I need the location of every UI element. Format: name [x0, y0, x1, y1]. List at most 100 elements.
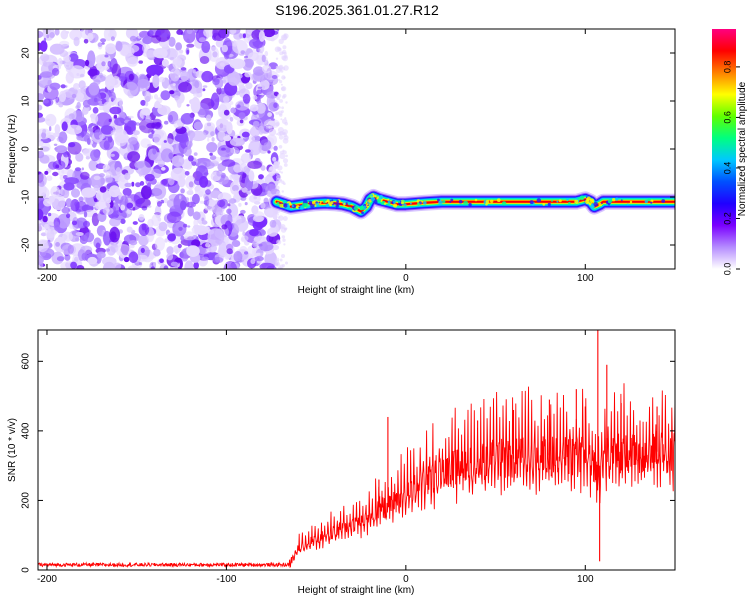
noise-blob	[268, 125, 273, 129]
signal-speckle	[438, 200, 443, 205]
noise-blob	[38, 104, 43, 111]
noise-blob	[248, 170, 255, 182]
noise-blob	[163, 265, 169, 269]
noise-blob	[280, 171, 283, 174]
noise-blob	[201, 70, 214, 83]
noise-blob	[282, 238, 286, 242]
noise-blob	[278, 145, 283, 149]
noise-blob	[168, 176, 175, 186]
noise-blob	[245, 149, 251, 153]
signal-speckle	[566, 198, 569, 201]
noise-blob	[42, 98, 54, 107]
noise-blob	[274, 164, 280, 169]
colorbar-tick-label: 0.8	[722, 61, 732, 74]
noise-blob	[91, 212, 100, 227]
noise-blob	[278, 64, 284, 70]
noise-blob	[58, 90, 67, 103]
noise-blob	[223, 135, 232, 142]
noise-blob	[44, 170, 49, 175]
noise-blob	[75, 152, 84, 162]
noise-blob	[204, 121, 215, 132]
noise-blob	[183, 29, 196, 44]
noise-blob	[244, 71, 252, 78]
noise-blob	[268, 120, 275, 126]
noise-blob	[88, 159, 98, 171]
noise-blob	[267, 112, 272, 117]
noise-blob	[139, 119, 155, 134]
noise-blob	[147, 218, 154, 228]
noise-blob	[196, 87, 203, 94]
noise-blob	[233, 251, 243, 263]
noise-blob	[179, 195, 182, 200]
noise-blob	[87, 127, 94, 133]
noise-blob	[207, 228, 225, 246]
noise-blob	[156, 201, 162, 207]
noise-blob	[223, 109, 230, 116]
noise-blob	[190, 96, 201, 114]
noise-blob	[42, 29, 55, 41]
noise-blob	[251, 240, 258, 248]
noise-blob	[233, 32, 243, 40]
noise-blob	[245, 82, 253, 90]
noise-blob	[186, 104, 190, 107]
noise-blob	[38, 93, 45, 101]
noise-blob	[160, 90, 171, 101]
noise-blob	[101, 42, 105, 45]
noise-blob	[246, 190, 251, 195]
noise-blob	[281, 51, 285, 55]
noise-blob	[38, 113, 41, 118]
noise-blob	[108, 185, 121, 198]
noise-blob	[227, 203, 231, 207]
noise-blob	[205, 242, 211, 248]
signal-speckle	[551, 199, 553, 202]
signal-speckle	[650, 201, 653, 204]
noise-blob	[83, 38, 89, 44]
noise-blob	[185, 141, 193, 147]
snr-line	[38, 383, 675, 569]
noise-blob	[281, 106, 284, 110]
noise-blob	[38, 116, 46, 123]
x-tick-label: -200	[37, 574, 57, 585]
noise-blob	[232, 39, 248, 55]
noise-blob	[265, 208, 273, 217]
noise-blob	[140, 99, 146, 106]
noise-blob	[83, 220, 90, 228]
noise-blob	[256, 102, 266, 114]
noise-blob	[180, 200, 187, 211]
noise-blob	[237, 171, 243, 176]
signal-speckle	[417, 202, 420, 206]
noise-blob	[252, 120, 260, 127]
noise-blob	[192, 69, 197, 74]
noise-blob	[103, 230, 111, 246]
signal-speckle	[647, 198, 651, 202]
noise-blob	[258, 30, 265, 42]
noise-blob	[276, 174, 282, 180]
noise-blob	[62, 188, 70, 199]
noise-blob	[102, 256, 117, 267]
noise-blob	[107, 60, 112, 67]
noise-blob	[186, 201, 197, 208]
noise-blob	[244, 55, 248, 59]
noise-blob	[111, 63, 122, 79]
noise-blob	[217, 192, 232, 202]
noise-blob	[194, 80, 200, 89]
noise-blob	[132, 206, 136, 211]
noise-blob	[74, 167, 82, 172]
noise-blob	[209, 152, 213, 156]
signal-trace	[268, 189, 675, 220]
noise-blob	[98, 105, 106, 111]
noise-blob	[169, 68, 181, 82]
signal-speckle	[585, 199, 590, 204]
noise-blob	[64, 177, 79, 185]
noise-blob	[98, 134, 105, 140]
noise-blob	[278, 78, 281, 82]
noise-blob	[273, 145, 278, 151]
noise-blob	[283, 163, 288, 167]
noise-blob	[58, 131, 68, 144]
signal-speckle	[276, 201, 280, 205]
noise-blob	[280, 110, 284, 114]
signal-speckle	[463, 200, 468, 206]
noise-blob	[49, 126, 52, 132]
noise-blob	[199, 200, 205, 204]
noise-blob	[193, 92, 199, 98]
